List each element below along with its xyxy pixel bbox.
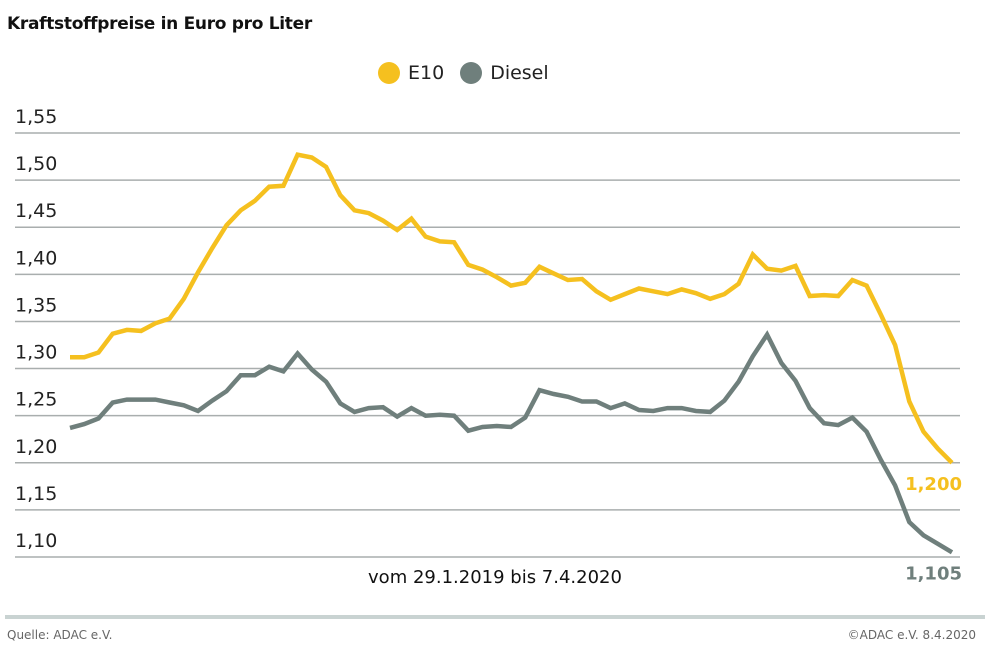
- legend-item-diesel: Diesel: [460, 62, 549, 84]
- end-label-diesel: 1,105: [905, 563, 962, 584]
- legend-label-diesel: Diesel: [490, 62, 549, 84]
- y-tick-label: 1,25: [15, 389, 57, 411]
- y-tick-label: 1,55: [15, 106, 57, 128]
- series-line-e10: [70, 152, 954, 465]
- chart-legend: E10 Diesel: [378, 62, 565, 84]
- y-tick-label: 1,50: [15, 153, 57, 175]
- y-axis-tick-labels: 1,10 1,15 1,20 1,25 1,30 1,35 1,40 1,45 1,50 1,55: [15, 106, 57, 552]
- y-tick-label: 1,45: [15, 200, 57, 222]
- chart-title: Kraftstoffpreise in Euro pro Liter: [7, 14, 312, 34]
- footer-divider: [5, 615, 985, 619]
- series-lines: [69, 152, 954, 555]
- date-range-text: vom 29.1.2019 bis 7.4.2020: [368, 567, 622, 588]
- legend-item-e10: E10: [378, 62, 444, 84]
- series-line-diesel: [69, 330, 954, 555]
- circle-dot-icon: [378, 62, 400, 84]
- y-tick-label: 1,20: [15, 436, 57, 458]
- copyright-note: ©ADAC e.V. 8.4.2020: [847, 628, 976, 642]
- y-tick-label: 1,35: [15, 294, 57, 316]
- y-tick-label: 1,40: [15, 247, 57, 269]
- end-labels: 1,200 1,105: [905, 474, 962, 585]
- circle-dot-icon: [460, 62, 483, 84]
- y-tick-label: 1,10: [15, 530, 57, 552]
- end-label-e10: 1,200: [905, 474, 962, 495]
- date-range-label: vom 29.1.2019 bis 7.4.2020: [0, 567, 990, 588]
- gridlines: [15, 132, 960, 558]
- legend-label-e10: E10: [408, 62, 445, 84]
- source-note: Quelle: ADAC e.V.: [7, 628, 113, 642]
- y-tick-label: 1,30: [15, 342, 57, 364]
- y-tick-label: 1,15: [15, 483, 57, 505]
